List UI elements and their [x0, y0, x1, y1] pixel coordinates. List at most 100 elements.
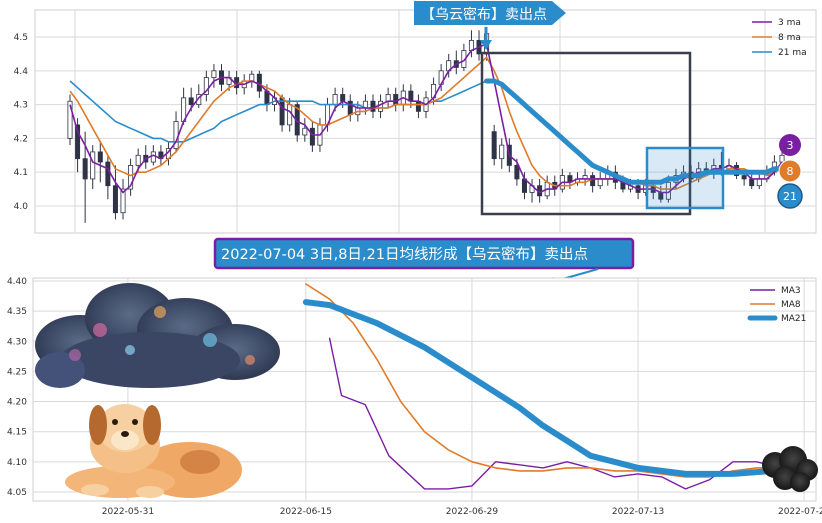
top-plot-frame: [34, 9, 817, 234]
legend-ma21-label: 21 ma: [778, 48, 807, 58]
top-grid: [35, 10, 816, 233]
top-annotation: 【乌云密布】卖出点: [414, 1, 566, 50]
candle: [203, 70, 209, 102]
mid-annotation-text: 2022-07-04 3日,8日,21日均线形成【乌云密布】卖出点: [221, 246, 588, 263]
candle-body: [249, 73, 255, 82]
top-annotation-arrowhead: [480, 40, 492, 50]
candle: [491, 124, 497, 166]
top-y-tick-label: 4.1: [14, 168, 28, 178]
top-y-tick-label: 4.4: [14, 67, 29, 77]
candle-body: [112, 185, 118, 214]
candle-body: [135, 154, 141, 166]
top-ma-lines: [69, 42, 785, 194]
dark-cloud-box: [480, 51, 692, 216]
candle: [120, 178, 126, 220]
badge-ma8-label: 8: [787, 165, 794, 178]
badge-ma21-label: 21: [783, 190, 797, 203]
candle-body: [590, 175, 596, 187]
bottom-y-tick-label: 4.35: [7, 307, 27, 317]
bottom-y-tick-label: 4.20: [7, 398, 27, 408]
mid-annotation-box: [213, 237, 635, 270]
dark-cloud-icon: [762, 446, 818, 492]
bottom-y-tick-label: 4.30: [7, 337, 27, 347]
top-chart: 4.0 4.1 4.2 4.3 4.4 4.5 3 ma 8 ma 21 ma 【乌云密布…: [14, 1, 817, 234]
top-y-tick-label: 4.0: [14, 202, 29, 212]
candle: [75, 118, 81, 173]
candle: [97, 141, 103, 183]
bottom-y-tick-label: 4.10: [7, 458, 27, 468]
top-y-tick-label: 4.2: [14, 134, 28, 144]
bottom-chart: 4.05 4.10 4.15 4.20 4.25 4.30 4.35 4.40 2022-05…: [7, 277, 822, 517]
candle-body: [150, 151, 156, 163]
bottom-y-tick-label: 4.15: [7, 428, 27, 438]
top-legend: 3 ma 8 ma 21 ma: [752, 18, 807, 58]
candle-body: [105, 161, 111, 187]
mid-annotation: 2022-07-04 3日,8日,21日均线形成【乌云密布】卖出点: [213, 237, 635, 286]
highlight-box: [645, 146, 725, 210]
bottom-x-tick-label: 2022-07-27: [778, 507, 822, 517]
bottom-x-tick-label: 2022-06-29: [446, 507, 499, 517]
candle-body: [287, 104, 293, 126]
candle-body: [256, 73, 262, 92]
bottom-line-ma21: [302, 299, 808, 477]
legend-ma8-label: 8 ma: [778, 33, 801, 43]
top-line-ma21-highlight: [484, 78, 785, 185]
candle: [309, 121, 315, 152]
top-line-ma3: [69, 42, 783, 194]
top-annotation-banner: [414, 1, 566, 25]
bottom-x-axis: 2022-05-31 2022-06-15 2022-06-29 2022-07-13…: [102, 507, 822, 517]
candle: [128, 158, 134, 196]
bottom-y-tick-label: 4.40: [7, 277, 27, 287]
candle-body: [491, 131, 497, 160]
bottom-x-tick-label: 2022-07-13: [612, 507, 664, 517]
candle: [90, 145, 96, 190]
candle: [67, 94, 73, 146]
top-annotation-text: 【乌云密布】卖出点: [421, 6, 547, 23]
badge-ma3: [779, 134, 801, 156]
candle-body: [393, 94, 399, 106]
bottom-x-tick-label: 2022-05-31: [102, 507, 154, 517]
candle: [112, 165, 118, 220]
legend-bottom-ma8-label: MA8: [781, 300, 801, 310]
bottom-y-tick-label: 4.25: [7, 367, 27, 377]
candle-body: [128, 165, 134, 190]
badge-ma21: [777, 183, 803, 209]
candle-body: [499, 144, 505, 160]
candle-body: [309, 127, 315, 146]
candle-body: [415, 100, 421, 112]
top-y-axis: 4.0 4.1 4.2 4.3 4.4 4.5: [14, 33, 29, 212]
candle-body: [378, 100, 384, 112]
candle-body: [82, 158, 88, 180]
badge-ma3-label: 3: [787, 139, 794, 152]
candle-body: [340, 94, 346, 102]
candle-body: [97, 151, 103, 163]
candle-body: [370, 100, 376, 112]
top-y-tick-label: 4.3: [14, 101, 28, 111]
badge-ma8: [778, 159, 802, 183]
top-y-tick-label: 4.5: [14, 33, 28, 43]
candle-body: [67, 100, 73, 139]
bottom-x-tick-label: 2022-06-15: [280, 507, 332, 517]
legend-bottom-ma3-label: MA3: [781, 286, 801, 296]
candle: [211, 64, 217, 88]
bottom-ma-lines: [302, 283, 808, 490]
dog-illustration: [65, 404, 242, 498]
candle-body: [120, 188, 126, 214]
candle-body: [779, 154, 785, 163]
bottom-y-axis: 4.05 4.10 4.15 4.20 4.25 4.30 4.35 4.40: [7, 277, 27, 498]
bottom-line-ma3: [328, 337, 782, 490]
candle-body: [749, 178, 755, 187]
legend-ma3-label: 3 ma: [778, 18, 801, 28]
legend-bottom-ma21-label: MA21: [781, 314, 806, 324]
candle-body: [597, 178, 603, 187]
candle-body: [203, 77, 209, 95]
candle-body: [302, 127, 308, 136]
bottom-y-tick-label: 4.05: [7, 488, 27, 498]
candle-body: [741, 175, 747, 180]
ma-badges: 3 8 21: [777, 134, 803, 209]
candle-body: [385, 94, 391, 102]
candle-body: [332, 94, 338, 106]
storm-cloud-illustration: [35, 283, 280, 388]
candle-body: [211, 70, 217, 78]
